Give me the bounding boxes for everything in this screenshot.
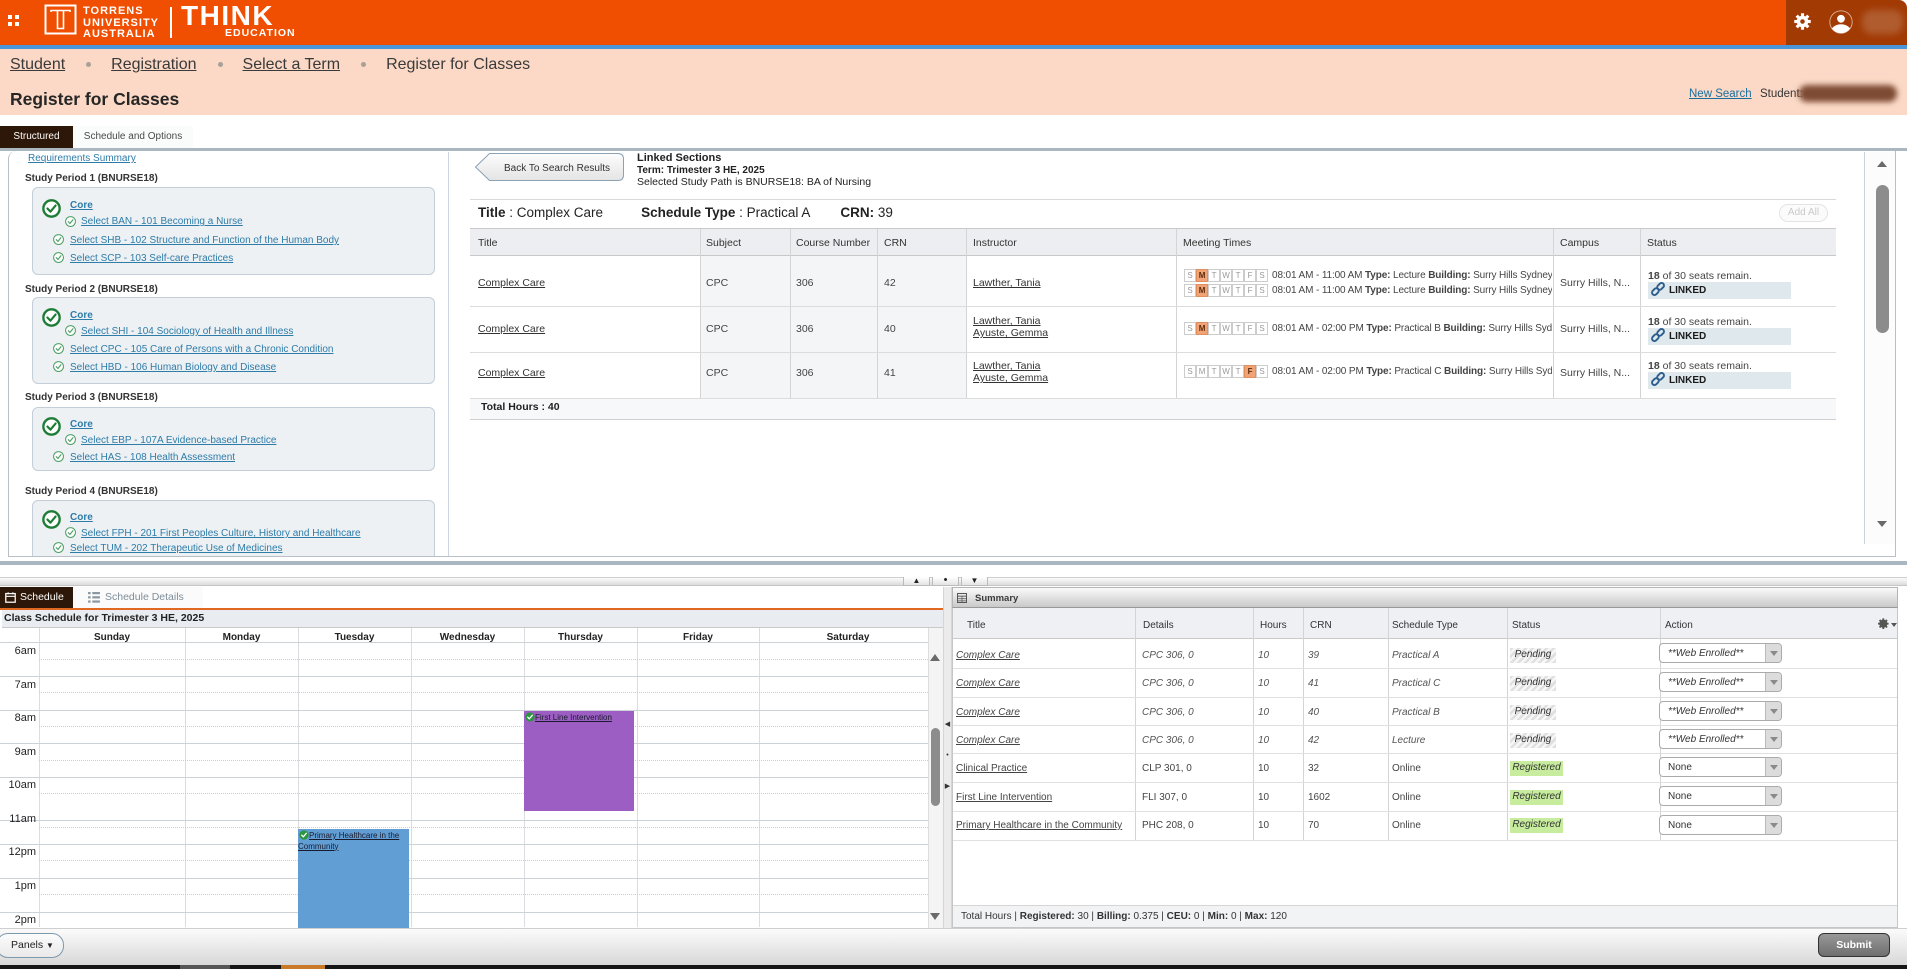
svg-text:Back To Search Results: Back To Search Results [504, 163, 610, 174]
